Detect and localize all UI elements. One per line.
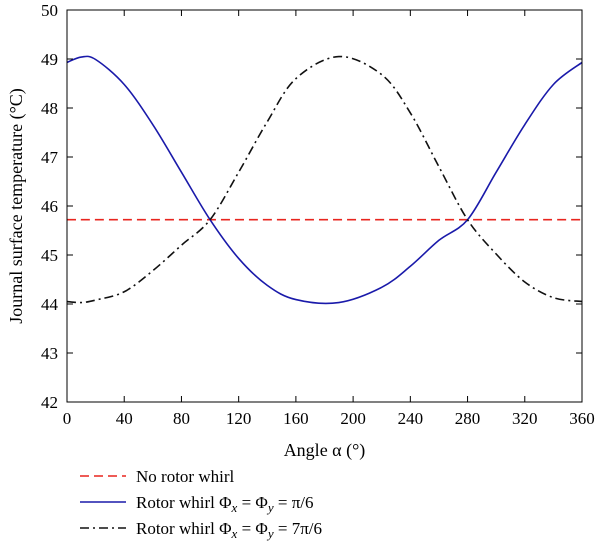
y-tick-label: 46 xyxy=(41,197,58,216)
legend-label-2: Rotor whirl Φx = Φy = π/6 xyxy=(136,493,314,515)
x-tick-label: 360 xyxy=(569,409,595,428)
y-tick-labels: 42 43 44 45 46 47 48 49 50 xyxy=(41,1,59,412)
x-tick-label: 0 xyxy=(63,409,72,428)
axis-ticks xyxy=(66,9,583,403)
y-tick-label: 47 xyxy=(41,148,59,167)
y-axis-title: Journal surface temperature (°C) xyxy=(6,88,27,324)
series-line-2 xyxy=(66,55,583,305)
y-tick-label: 44 xyxy=(41,295,59,314)
plot-frame xyxy=(66,9,583,403)
x-tick-label: 40 xyxy=(116,409,133,428)
y-tick-label: 49 xyxy=(41,50,58,69)
x-tick-label: 160 xyxy=(283,409,309,428)
x-tick-label: 240 xyxy=(398,409,424,428)
series-layer xyxy=(66,55,583,305)
y-tick-label: 50 xyxy=(41,1,58,20)
x-tick-labels: 0 40 80 120 160 200 240 280 320 360 xyxy=(63,409,595,428)
x-axis-title: Angle α (°) xyxy=(284,440,366,461)
x-tick-label: 120 xyxy=(226,409,252,428)
y-tick-label: 43 xyxy=(41,344,58,363)
legend-label-3: Rotor whirl Φx = Φy = 7π/6 xyxy=(136,519,322,541)
legend-label-1: No rotor whirl xyxy=(136,467,234,486)
legend: No rotor whirl Rotor whirl Φx = Φy = π/6 R… xyxy=(80,467,322,541)
y-tick-label: 45 xyxy=(41,246,58,265)
x-tick-label: 80 xyxy=(173,409,190,428)
x-tick-label: 320 xyxy=(512,409,538,428)
y-tick-label: 42 xyxy=(41,393,58,412)
x-tick-label: 200 xyxy=(340,409,366,428)
x-tick-label: 280 xyxy=(455,409,481,428)
y-tick-label: 48 xyxy=(41,99,58,118)
series-line-3 xyxy=(66,55,583,304)
